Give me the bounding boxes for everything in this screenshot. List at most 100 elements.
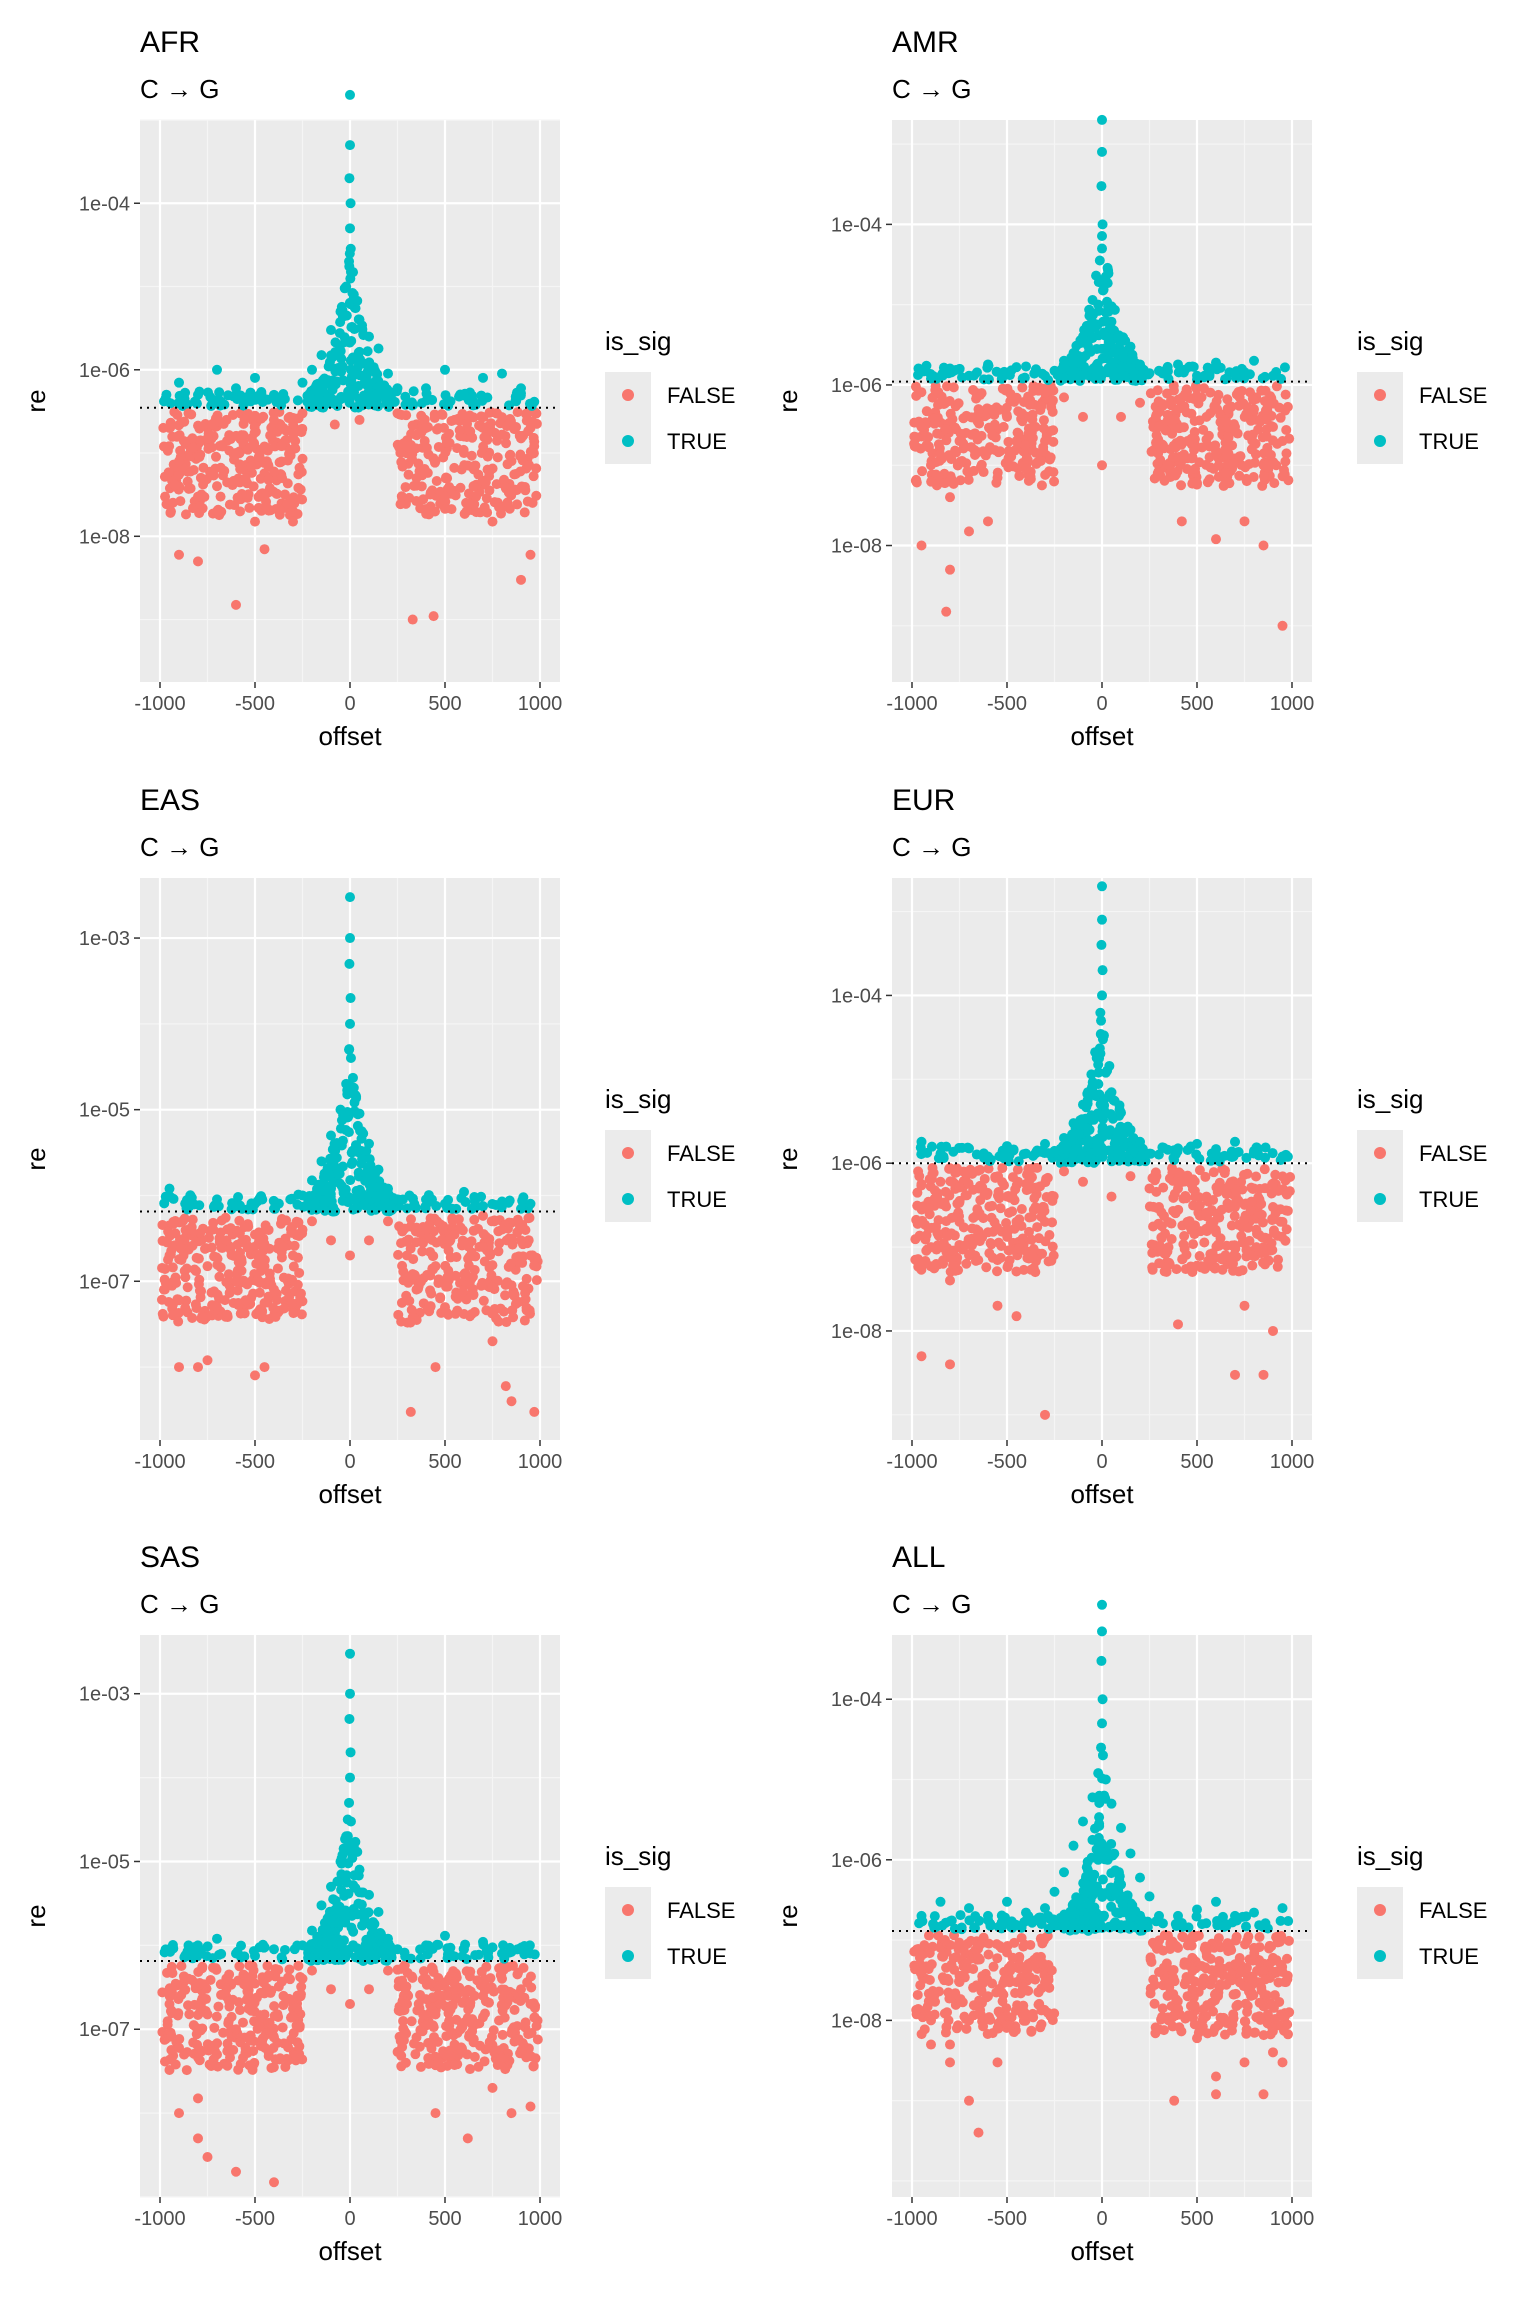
point-false bbox=[953, 398, 964, 409]
point-false bbox=[1045, 452, 1056, 463]
point-true bbox=[345, 223, 355, 234]
point-false bbox=[950, 445, 961, 456]
point-true bbox=[1057, 364, 1068, 375]
point-false bbox=[516, 481, 527, 492]
panel-title: ALL bbox=[892, 1541, 945, 1574]
point-false bbox=[1033, 1233, 1044, 1244]
point-true bbox=[346, 335, 357, 346]
point-false bbox=[288, 516, 298, 527]
point-false bbox=[396, 1238, 407, 1249]
point-false bbox=[1268, 1202, 1278, 1213]
point-false bbox=[453, 1214, 464, 1225]
point-true bbox=[327, 1153, 338, 1164]
point-false bbox=[1246, 1196, 1257, 1207]
point-false bbox=[525, 422, 536, 433]
point-true bbox=[354, 1108, 365, 1119]
legend-title: is_sig bbox=[1357, 326, 1423, 356]
point-false bbox=[524, 2028, 535, 2039]
point-false bbox=[164, 1250, 175, 1261]
point-true bbox=[1103, 363, 1114, 374]
point-false bbox=[172, 410, 183, 421]
point-false bbox=[345, 1250, 355, 1261]
point-true bbox=[392, 383, 403, 394]
point-false bbox=[1176, 516, 1187, 527]
legend-label: FALSE bbox=[667, 1898, 735, 1923]
point-true bbox=[364, 1889, 374, 1900]
point-false bbox=[1256, 1209, 1267, 1220]
point-true bbox=[1011, 362, 1022, 373]
point-true bbox=[1144, 1148, 1155, 1159]
point-false bbox=[430, 1261, 441, 1272]
point-false bbox=[481, 493, 492, 504]
point-false bbox=[1078, 411, 1088, 422]
point-false bbox=[233, 2064, 244, 2075]
point-true bbox=[242, 391, 253, 402]
point-true bbox=[194, 1200, 205, 1211]
point-false bbox=[509, 424, 520, 435]
point-false bbox=[440, 491, 450, 502]
point-false bbox=[964, 468, 974, 479]
point-false bbox=[529, 2012, 540, 2023]
point-false bbox=[971, 393, 982, 404]
point-false bbox=[1201, 1207, 1212, 1218]
point-false bbox=[401, 1290, 412, 1301]
point-false bbox=[277, 2022, 288, 2033]
point-true bbox=[525, 1948, 536, 1959]
point-false bbox=[1011, 436, 1022, 447]
point-false bbox=[1174, 423, 1185, 434]
point-false bbox=[1151, 430, 1162, 441]
point-true bbox=[1169, 1155, 1180, 1166]
point-false bbox=[471, 507, 482, 518]
point-false bbox=[1149, 1175, 1160, 1186]
point-false bbox=[1239, 516, 1250, 527]
point-false bbox=[497, 2029, 508, 2040]
point-true bbox=[354, 1887, 365, 1898]
point-true bbox=[201, 1951, 212, 1962]
point-false bbox=[224, 1287, 235, 1298]
point-false bbox=[1238, 398, 1249, 409]
point-false bbox=[181, 2065, 192, 2076]
point-true bbox=[313, 394, 324, 405]
point-false bbox=[1040, 1216, 1050, 1227]
point-false bbox=[250, 410, 260, 421]
point-false bbox=[443, 1245, 454, 1256]
point-true bbox=[364, 331, 374, 342]
point-false bbox=[941, 1216, 952, 1227]
x-tick-label: 0 bbox=[1096, 2208, 1107, 2230]
point-true bbox=[964, 1143, 974, 1154]
point-true bbox=[334, 1178, 345, 1189]
point-false bbox=[1201, 411, 1212, 422]
point-false bbox=[1030, 1202, 1041, 1213]
point-false bbox=[968, 1212, 979, 1223]
point-false bbox=[1158, 1210, 1169, 1221]
point-true bbox=[526, 400, 537, 411]
point-true bbox=[164, 1944, 175, 1955]
point-false bbox=[259, 441, 270, 452]
point-true bbox=[1097, 146, 1107, 157]
point-false bbox=[493, 1246, 504, 1257]
point-false bbox=[398, 2035, 409, 2046]
point-false bbox=[1170, 1207, 1181, 1218]
point-false bbox=[248, 1965, 259, 1976]
point-false bbox=[1182, 386, 1193, 397]
point-false bbox=[193, 556, 203, 567]
point-true bbox=[168, 1193, 179, 1204]
point-true bbox=[1125, 363, 1136, 374]
point-false bbox=[415, 1276, 426, 1287]
point-false bbox=[1036, 480, 1047, 491]
point-true bbox=[344, 173, 355, 184]
point-false bbox=[1047, 1190, 1058, 1201]
point-false bbox=[1173, 404, 1183, 415]
point-false bbox=[433, 1278, 444, 1289]
point-true bbox=[316, 1156, 327, 1167]
point-true bbox=[376, 1200, 387, 1211]
point-true bbox=[364, 1138, 374, 1149]
point-false bbox=[455, 482, 466, 493]
point-false bbox=[1205, 462, 1216, 473]
point-false bbox=[232, 492, 243, 503]
point-true bbox=[1078, 1099, 1088, 1110]
point-false bbox=[1152, 458, 1163, 469]
point-false bbox=[263, 1970, 274, 1981]
point-false bbox=[409, 1270, 420, 1281]
